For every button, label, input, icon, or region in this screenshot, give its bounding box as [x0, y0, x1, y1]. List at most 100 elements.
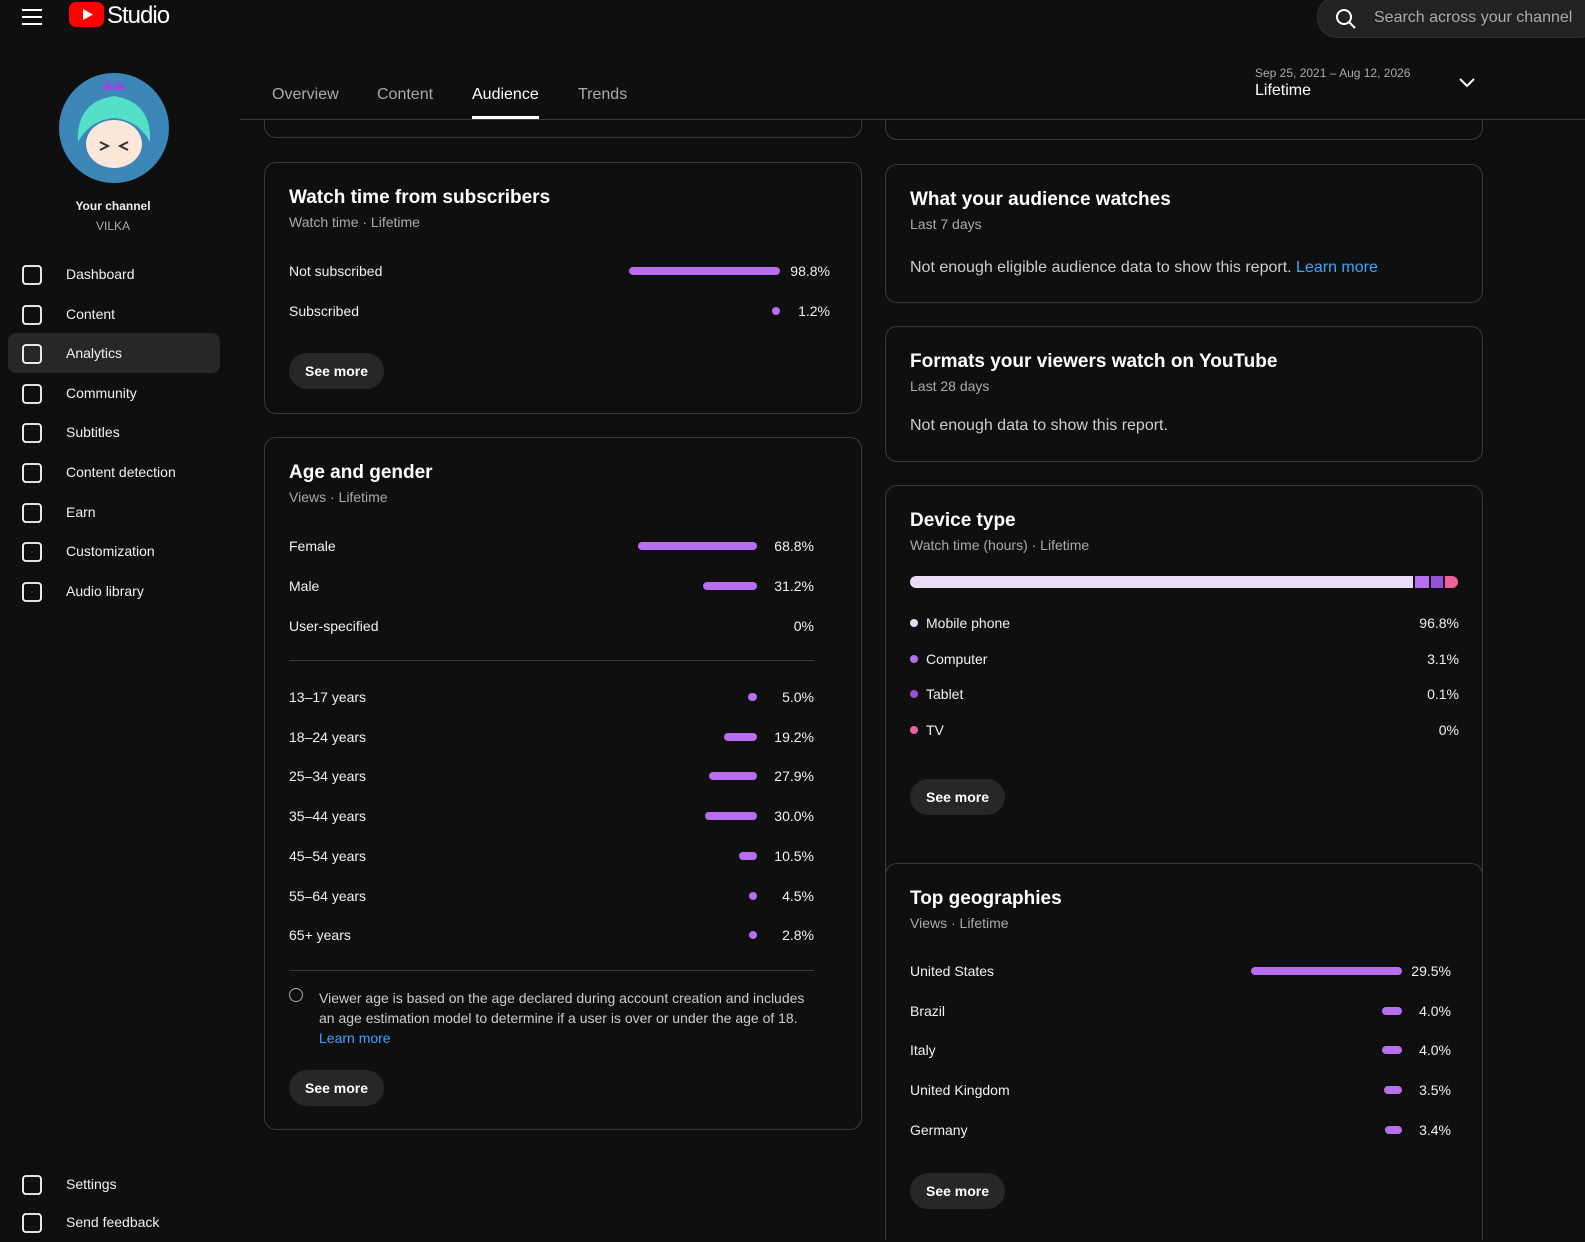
row-label: 65+ years	[289, 927, 351, 944]
bar	[705, 812, 757, 821]
nav-icon	[22, 1175, 42, 1195]
nav-label: Earn	[66, 503, 96, 520]
message-link[interactable]: Learn more	[1296, 259, 1378, 276]
row-value: 1.2%	[798, 303, 830, 319]
nav-icon	[22, 463, 42, 483]
row-label: 55–64 years	[289, 887, 367, 904]
nav-icon	[22, 502, 42, 523]
tab[interactable]: Trends	[578, 86, 628, 103]
nav-label: Customization	[66, 543, 155, 560]
row-value: 5.0%	[782, 689, 814, 705]
note-link[interactable]: Learn more	[319, 1030, 391, 1046]
card: Watch time from subscribers Watch time · …	[264, 162, 862, 414]
card: Formats your viewers watch on YouTube Las…	[885, 326, 1483, 462]
device-segment	[910, 576, 1414, 588]
logo-text: Studio	[107, 2, 170, 29]
row-label: United Kingdom	[910, 1082, 1010, 1099]
row-value: 19.2%	[774, 728, 814, 745]
nav-label: Community	[66, 384, 137, 401]
nav-icon	[22, 423, 42, 444]
bar	[723, 732, 757, 741]
legend-dot	[910, 726, 918, 735]
nav-item[interactable]: Earn	[8, 492, 220, 532]
row-value: 29.5%	[1411, 963, 1451, 979]
tab[interactable]: Audience	[472, 86, 539, 119]
bar	[1381, 1006, 1402, 1015]
nav-icon	[22, 581, 42, 602]
nav-icon	[22, 383, 42, 404]
row-value: 2.8%	[782, 927, 814, 944]
row-value: 3.4%	[1419, 1121, 1451, 1138]
note-text: Viewer age is based on the age declared …	[319, 990, 805, 1026]
youtube-logo[interactable]	[69, 2, 105, 28]
device-segment	[1415, 576, 1430, 588]
nav-item[interactable]: Send feedback	[8, 1202, 220, 1242]
legend-dot	[910, 654, 918, 663]
date-range: Sep 25, 2021 – Aug 12, 2026	[1255, 66, 1411, 80]
tab-underline	[472, 116, 539, 119]
tab[interactable]: Overview	[272, 86, 339, 103]
card: Top geographies Views · Lifetime United St…	[885, 863, 1483, 1240]
legend-dot	[910, 619, 918, 627]
nav-label: Analytics	[66, 345, 123, 362]
bar	[703, 582, 757, 590]
nav-item[interactable]: Analytics	[8, 333, 220, 374]
row-value: 30.0%	[774, 808, 814, 825]
see-more-button[interactable]: See more	[289, 353, 385, 389]
card-title: What your audience watches	[910, 189, 1171, 210]
see-more-button[interactable]: See more	[289, 1070, 385, 1106]
menu-icon[interactable]	[22, 8, 44, 26]
dropdown-icon[interactable]	[1458, 76, 1476, 90]
card-title: Watch time from subscribers	[289, 187, 551, 208]
row-value: 98.8%	[790, 263, 830, 279]
row-value: 4.0%	[1419, 1002, 1451, 1019]
nav-item[interactable]: Content detection	[8, 452, 220, 492]
row-label: United States	[910, 963, 995, 979]
nav-item[interactable]: Subtitles	[8, 412, 220, 452]
search-box[interactable]: Search across your channel	[1317, 0, 1585, 38]
nav-item[interactable]: Dashboard	[8, 254, 220, 294]
legend-dot	[910, 690, 918, 699]
row-label: Computer	[926, 650, 988, 667]
bar	[772, 307, 780, 315]
tab[interactable]: Content	[377, 86, 434, 103]
row-value: 3.5%	[1419, 1082, 1451, 1099]
row-label: Mobile phone	[926, 615, 1011, 631]
row-value: 3.1%	[1427, 650, 1459, 667]
nav-item[interactable]: Content	[8, 294, 220, 334]
nav-item[interactable]: Customization	[8, 531, 220, 571]
bar	[1384, 1125, 1402, 1134]
tab-divider	[240, 119, 1585, 120]
nav-item[interactable]: Audio library	[8, 571, 220, 611]
nav-label: Subtitles	[66, 424, 120, 441]
row-label: 45–54 years	[289, 847, 367, 864]
nav-item[interactable]: Community	[8, 373, 220, 413]
see-more-button[interactable]: See more	[910, 1173, 1006, 1209]
row-value: 0%	[793, 618, 814, 634]
bar	[749, 891, 757, 900]
bar	[748, 693, 757, 701]
channel-name: VILKA	[95, 219, 131, 233]
row-label: User-specified	[289, 618, 379, 634]
see-more-button[interactable]: See more	[910, 779, 1006, 815]
card-subtitle: Last 28 days	[910, 378, 990, 394]
row-label: 35–44 years	[289, 808, 367, 825]
row-label: Not subscribed	[289, 263, 383, 279]
row-label: 13–17 years	[289, 689, 367, 705]
row-value: 31.2%	[774, 578, 814, 594]
message-text: Not enough eligible audience data to sho…	[910, 259, 1292, 276]
nav-icon	[22, 265, 42, 285]
row-label: Germany	[910, 1121, 968, 1138]
card-subtitle: Watch time · Lifetime	[289, 214, 420, 230]
nav-label: Audio library	[66, 582, 144, 599]
nav-item[interactable]: Settings	[8, 1164, 220, 1204]
channel-avatar[interactable]	[58, 72, 170, 184]
row-value: 0%	[1438, 722, 1459, 739]
bar	[738, 851, 757, 860]
bar	[1381, 1046, 1402, 1055]
row-label: TV	[926, 722, 944, 739]
report-message: Not enough data to show this report.	[910, 417, 1168, 434]
row-label: 18–24 years	[289, 728, 367, 745]
row-label: Female	[289, 538, 336, 554]
